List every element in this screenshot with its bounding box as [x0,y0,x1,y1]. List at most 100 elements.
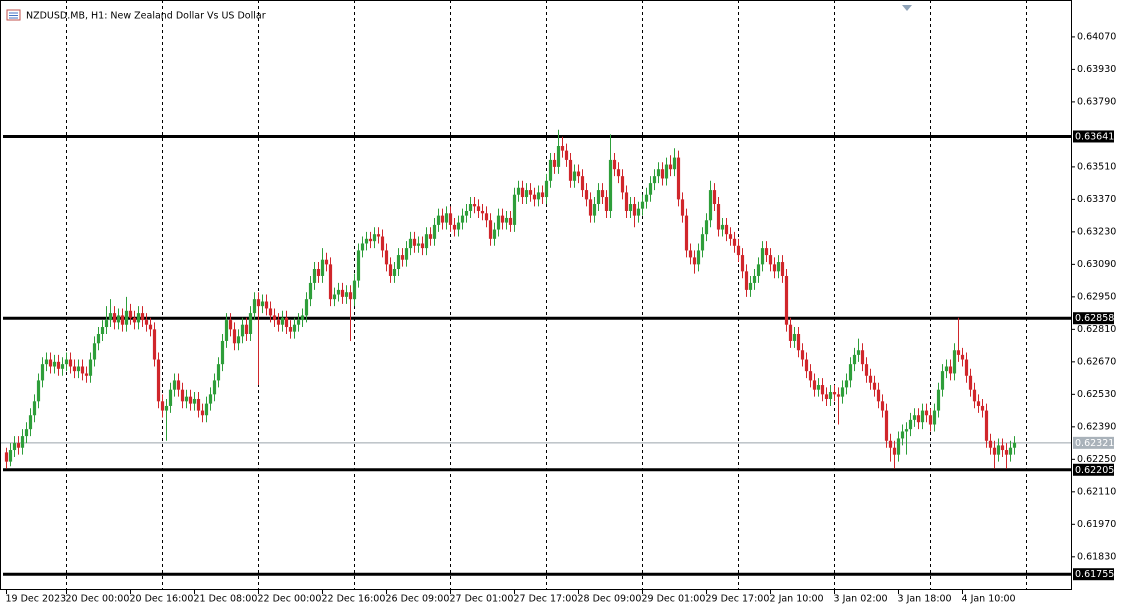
candle-body [404,248,409,260]
price-level-tag [1073,463,1114,476]
y-tick-label: 0.63230 [1077,226,1116,237]
candle-body [408,238,413,249]
candle-body [628,204,633,211]
candle-body [52,361,57,367]
candle-body [92,343,97,360]
candle-body [84,373,89,376]
candle-body [1004,450,1009,455]
candle-body [960,354,965,360]
candle-body [368,238,373,242]
chart-title: NZDUSD.MB, H1: New Zealand Dollar Vs US … [26,11,266,22]
candle-body [324,259,329,265]
candle-body [452,224,457,230]
candle-body [556,145,561,167]
candle-body [228,320,233,330]
candle-body [904,429,909,432]
candle-body [792,333,797,341]
candle-body [496,215,501,230]
candle-body [716,204,721,230]
candle-body [528,190,533,195]
candle-body [308,282,313,300]
x-tick-label: 21 Dec 08:00 [194,594,258,605]
candle-body [352,280,357,300]
candle-body [20,436,25,448]
level-layer [0,134,1072,576]
candle-body [256,299,261,307]
candle-body [964,359,969,376]
candle-body [424,234,429,249]
candle-body [96,333,101,344]
candle-body [212,380,217,395]
candle-body [696,250,701,265]
candle-body [796,333,801,351]
candle-body [468,204,473,211]
candle-body [388,264,393,276]
candle-body [500,215,505,223]
y-tick-label: 0.63370 [1077,194,1116,205]
candle-body [180,389,185,402]
candle-body [340,289,345,297]
y-tick-label: 0.62810 [1077,324,1116,335]
candle-body [72,366,77,372]
candle-body [444,213,449,223]
candle-body [908,419,913,430]
candle-body [968,375,973,390]
y-tick-label: 0.61830 [1077,551,1116,562]
candle-body [640,201,645,209]
candle-body [924,410,929,416]
candle-body [572,171,577,181]
candle-body [624,192,629,211]
candle-body [440,215,445,223]
x-tick-label: 26 Dec 09:00 [386,594,450,605]
candle-body [992,447,997,455]
candle-body [752,275,757,283]
candle-body [568,159,573,181]
candle-body [60,364,65,369]
candle-body [764,248,769,256]
candle-body [220,340,225,365]
candle-body [744,271,749,290]
y-tick-label: 0.62110 [1077,486,1116,497]
candle-body [112,313,117,323]
last-price-tag [1073,436,1114,449]
candle-body [800,350,805,360]
price-level-label: 0.62205 [1075,465,1114,476]
candle-body [36,380,41,402]
candle-body [888,440,893,448]
candle-body [748,282,753,290]
candle-body [320,259,325,276]
candle-body [600,190,605,198]
candle-body [456,222,461,230]
candle-body [660,169,665,179]
candle-body [376,234,381,237]
candle-body [552,159,557,167]
y-tick-label: 0.63790 [1077,96,1116,107]
candle-body [896,438,901,455]
candle-body [948,366,953,374]
candle-body [880,401,885,411]
candle-body [612,159,617,170]
candle-body [932,410,937,425]
shift-marker [902,5,912,11]
candle-body [988,440,993,448]
x-tick-label: 28 Dec 09:00 [578,594,642,605]
candle-body [164,405,169,411]
candle-body [636,208,641,216]
candle-body [432,224,437,239]
candle-body [564,150,569,160]
candle-body [296,320,301,325]
candle-body [196,398,201,411]
candle-body [772,264,777,272]
candle-body [900,431,905,439]
candle-body [436,215,441,225]
candle-body [548,159,553,181]
candle-body [720,224,725,230]
candle-body [812,380,817,390]
candle-body [608,159,613,211]
candle-body [700,234,705,251]
candle-body [536,192,541,200]
candle-body [824,394,829,399]
candle-body [996,445,1001,455]
candle-body [544,180,549,198]
candle-body [708,190,713,221]
